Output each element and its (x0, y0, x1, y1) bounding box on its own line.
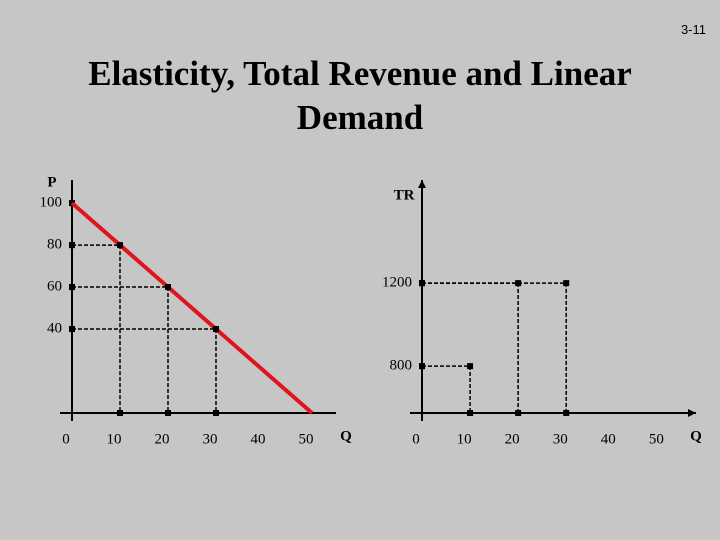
x-tick-label: 50 (649, 431, 664, 447)
y-point (69, 284, 75, 291)
y-point (419, 280, 425, 287)
y-point (419, 363, 425, 370)
x-axis-label: Q (690, 428, 702, 444)
x-point (165, 410, 171, 416)
y-axis-label: P (47, 174, 56, 190)
demand-line (70, 201, 314, 415)
y-tick-label: 80 (47, 237, 62, 253)
y-tick-label: 60 (47, 278, 62, 294)
slide-title: Elasticity, Total Revenue and Linear Dem… (88, 54, 632, 137)
x-axis-label: Q (340, 428, 352, 444)
point (117, 242, 123, 249)
guide-line (72, 286, 169, 413)
point (213, 326, 219, 333)
x-tick-label: 40 (601, 431, 616, 447)
guide-line (72, 328, 217, 413)
y-arrow (418, 180, 426, 188)
x-tick-label: 10 (107, 431, 122, 447)
y-axis-label: TR (394, 187, 415, 203)
x-point (117, 410, 123, 416)
point (563, 280, 570, 287)
point (165, 284, 171, 291)
y-point (69, 242, 75, 249)
guide-line (422, 282, 567, 413)
x-tick-label: 20 (155, 431, 170, 447)
x-tick-label: 40 (251, 431, 266, 447)
x-point (467, 410, 474, 416)
x-point (515, 410, 522, 416)
page-number: 3-11 (680, 22, 706, 37)
x-tick-label: 0 (62, 431, 70, 447)
x-tick-label: 0 (412, 431, 420, 447)
x-point (213, 410, 219, 416)
x-tick-label: 10 (457, 431, 472, 447)
x-tick-label: 20 (505, 431, 520, 447)
guide-line (72, 244, 121, 413)
x-tick-label: 50 (299, 431, 314, 447)
y-tick-label: 1200 (382, 275, 412, 291)
y-tick-label: 40 (47, 320, 62, 336)
guide-line (422, 365, 471, 413)
x-tick-label: 30 (553, 431, 568, 447)
x-tick-label: 30 (203, 431, 218, 447)
point (467, 363, 474, 370)
y-tick-label: 800 (390, 358, 413, 374)
x-point (563, 410, 570, 416)
x-arrow (688, 409, 696, 417)
y-point (69, 326, 75, 333)
y-tick-label: 100 (40, 195, 63, 211)
